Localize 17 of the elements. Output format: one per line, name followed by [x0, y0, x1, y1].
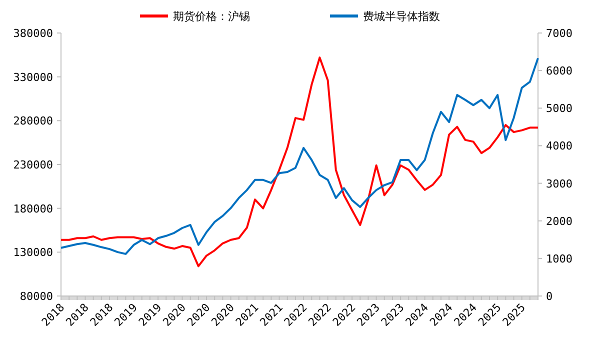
y2-tick-label: 2000 — [546, 214, 572, 228]
y-tick-label: 130000 — [13, 246, 53, 260]
y2-tick-label: 7000 — [546, 27, 572, 40]
y-tick-label: 180000 — [13, 202, 53, 216]
y2-tick-label: 5000 — [546, 102, 572, 116]
y2-tick-label: 4000 — [546, 140, 572, 153]
y2-tick-label: 1000 — [546, 252, 572, 266]
y-tick-label: 80000 — [20, 290, 53, 303]
y-tick-label: 230000 — [13, 158, 53, 172]
y-tick-label: 380000 — [13, 27, 53, 40]
legend-label: 费城半导体指数 — [363, 10, 440, 23]
y2-tick-label: 0 — [546, 290, 553, 303]
y-tick-label: 330000 — [13, 70, 53, 84]
y2-tick-label: 6000 — [546, 64, 572, 78]
y2-tick-label: 3000 — [546, 177, 572, 190]
legend-label: 期货价格：沪锡 — [173, 10, 250, 23]
y-tick-label: 280000 — [13, 114, 53, 128]
